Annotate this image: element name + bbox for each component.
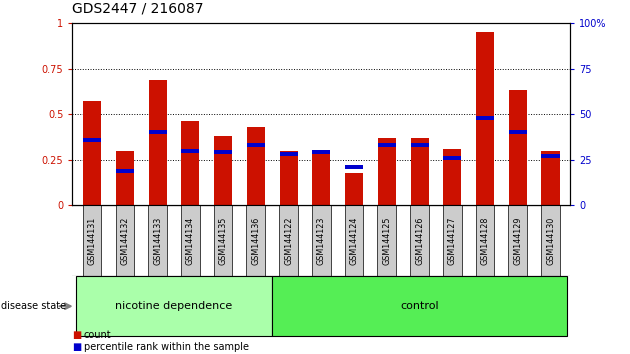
Bar: [247, 143, 265, 147]
Bar: [378, 143, 396, 147]
Bar: [149, 80, 166, 205]
Bar: [542, 154, 559, 158]
Bar: [312, 150, 330, 154]
Bar: [115, 205, 134, 276]
Bar: [116, 151, 134, 205]
Text: GSM144135: GSM144135: [219, 217, 227, 265]
Bar: [181, 149, 199, 153]
Bar: [443, 205, 462, 276]
Text: GSM144132: GSM144132: [120, 217, 129, 265]
Bar: [272, 276, 567, 336]
Bar: [312, 151, 330, 205]
Bar: [476, 205, 495, 276]
Bar: [279, 205, 298, 276]
Bar: [83, 138, 101, 142]
Bar: [83, 205, 101, 276]
Bar: [345, 165, 363, 169]
Bar: [149, 130, 166, 135]
Text: GDS2447 / 216087: GDS2447 / 216087: [72, 2, 204, 16]
Text: disease state: disease state: [1, 301, 66, 311]
Bar: [246, 205, 265, 276]
Bar: [444, 149, 461, 205]
Bar: [508, 205, 527, 276]
Text: GSM144128: GSM144128: [481, 217, 490, 265]
Text: GSM144126: GSM144126: [415, 217, 424, 265]
Text: GSM144122: GSM144122: [284, 216, 293, 265]
Text: ■: ■: [72, 330, 82, 339]
Bar: [247, 127, 265, 205]
Bar: [411, 143, 428, 147]
Text: GSM144125: GSM144125: [382, 216, 391, 265]
Bar: [116, 169, 134, 173]
Text: GSM144133: GSM144133: [153, 217, 162, 265]
Bar: [214, 136, 232, 205]
Bar: [345, 205, 364, 276]
Bar: [476, 32, 494, 205]
Text: GSM144129: GSM144129: [513, 216, 522, 265]
Bar: [476, 116, 494, 120]
Bar: [280, 151, 297, 205]
Bar: [83, 101, 101, 205]
Bar: [509, 91, 527, 205]
Text: GSM144131: GSM144131: [88, 217, 96, 265]
Bar: [542, 151, 559, 205]
Text: GSM144124: GSM144124: [350, 217, 358, 265]
Bar: [444, 156, 461, 160]
Bar: [148, 205, 167, 276]
Text: count: count: [84, 330, 112, 339]
Bar: [76, 276, 272, 336]
Bar: [280, 152, 297, 156]
Bar: [181, 121, 199, 205]
Bar: [509, 130, 527, 135]
Bar: [541, 205, 560, 276]
Bar: [345, 172, 363, 205]
Bar: [410, 205, 429, 276]
Bar: [214, 205, 232, 276]
Bar: [181, 205, 200, 276]
Text: nicotine dependence: nicotine dependence: [115, 301, 232, 311]
Text: ■: ■: [72, 342, 82, 352]
Bar: [214, 150, 232, 154]
Bar: [377, 205, 396, 276]
Text: control: control: [400, 301, 439, 311]
Bar: [312, 205, 331, 276]
Bar: [411, 138, 428, 205]
Text: GSM144130: GSM144130: [546, 217, 555, 265]
Bar: [378, 138, 396, 205]
Text: GSM144123: GSM144123: [317, 217, 326, 265]
Text: GSM144136: GSM144136: [251, 217, 260, 265]
Text: percentile rank within the sample: percentile rank within the sample: [84, 342, 249, 352]
Text: GSM144127: GSM144127: [448, 216, 457, 265]
Text: GSM144134: GSM144134: [186, 217, 195, 265]
